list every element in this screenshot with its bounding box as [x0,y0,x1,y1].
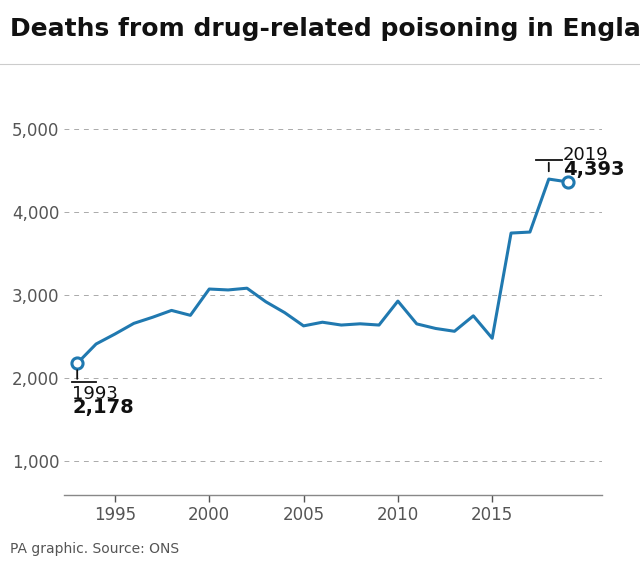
Text: PA graphic. Source: ONS: PA graphic. Source: ONS [10,542,179,556]
Text: Deaths from drug-related poisoning in England & Wales: Deaths from drug-related poisoning in En… [10,17,640,41]
Text: 4,393: 4,393 [563,160,625,179]
Text: 2019: 2019 [563,146,609,164]
Text: 2,178: 2,178 [72,398,134,417]
Text: 1993: 1993 [72,384,118,402]
